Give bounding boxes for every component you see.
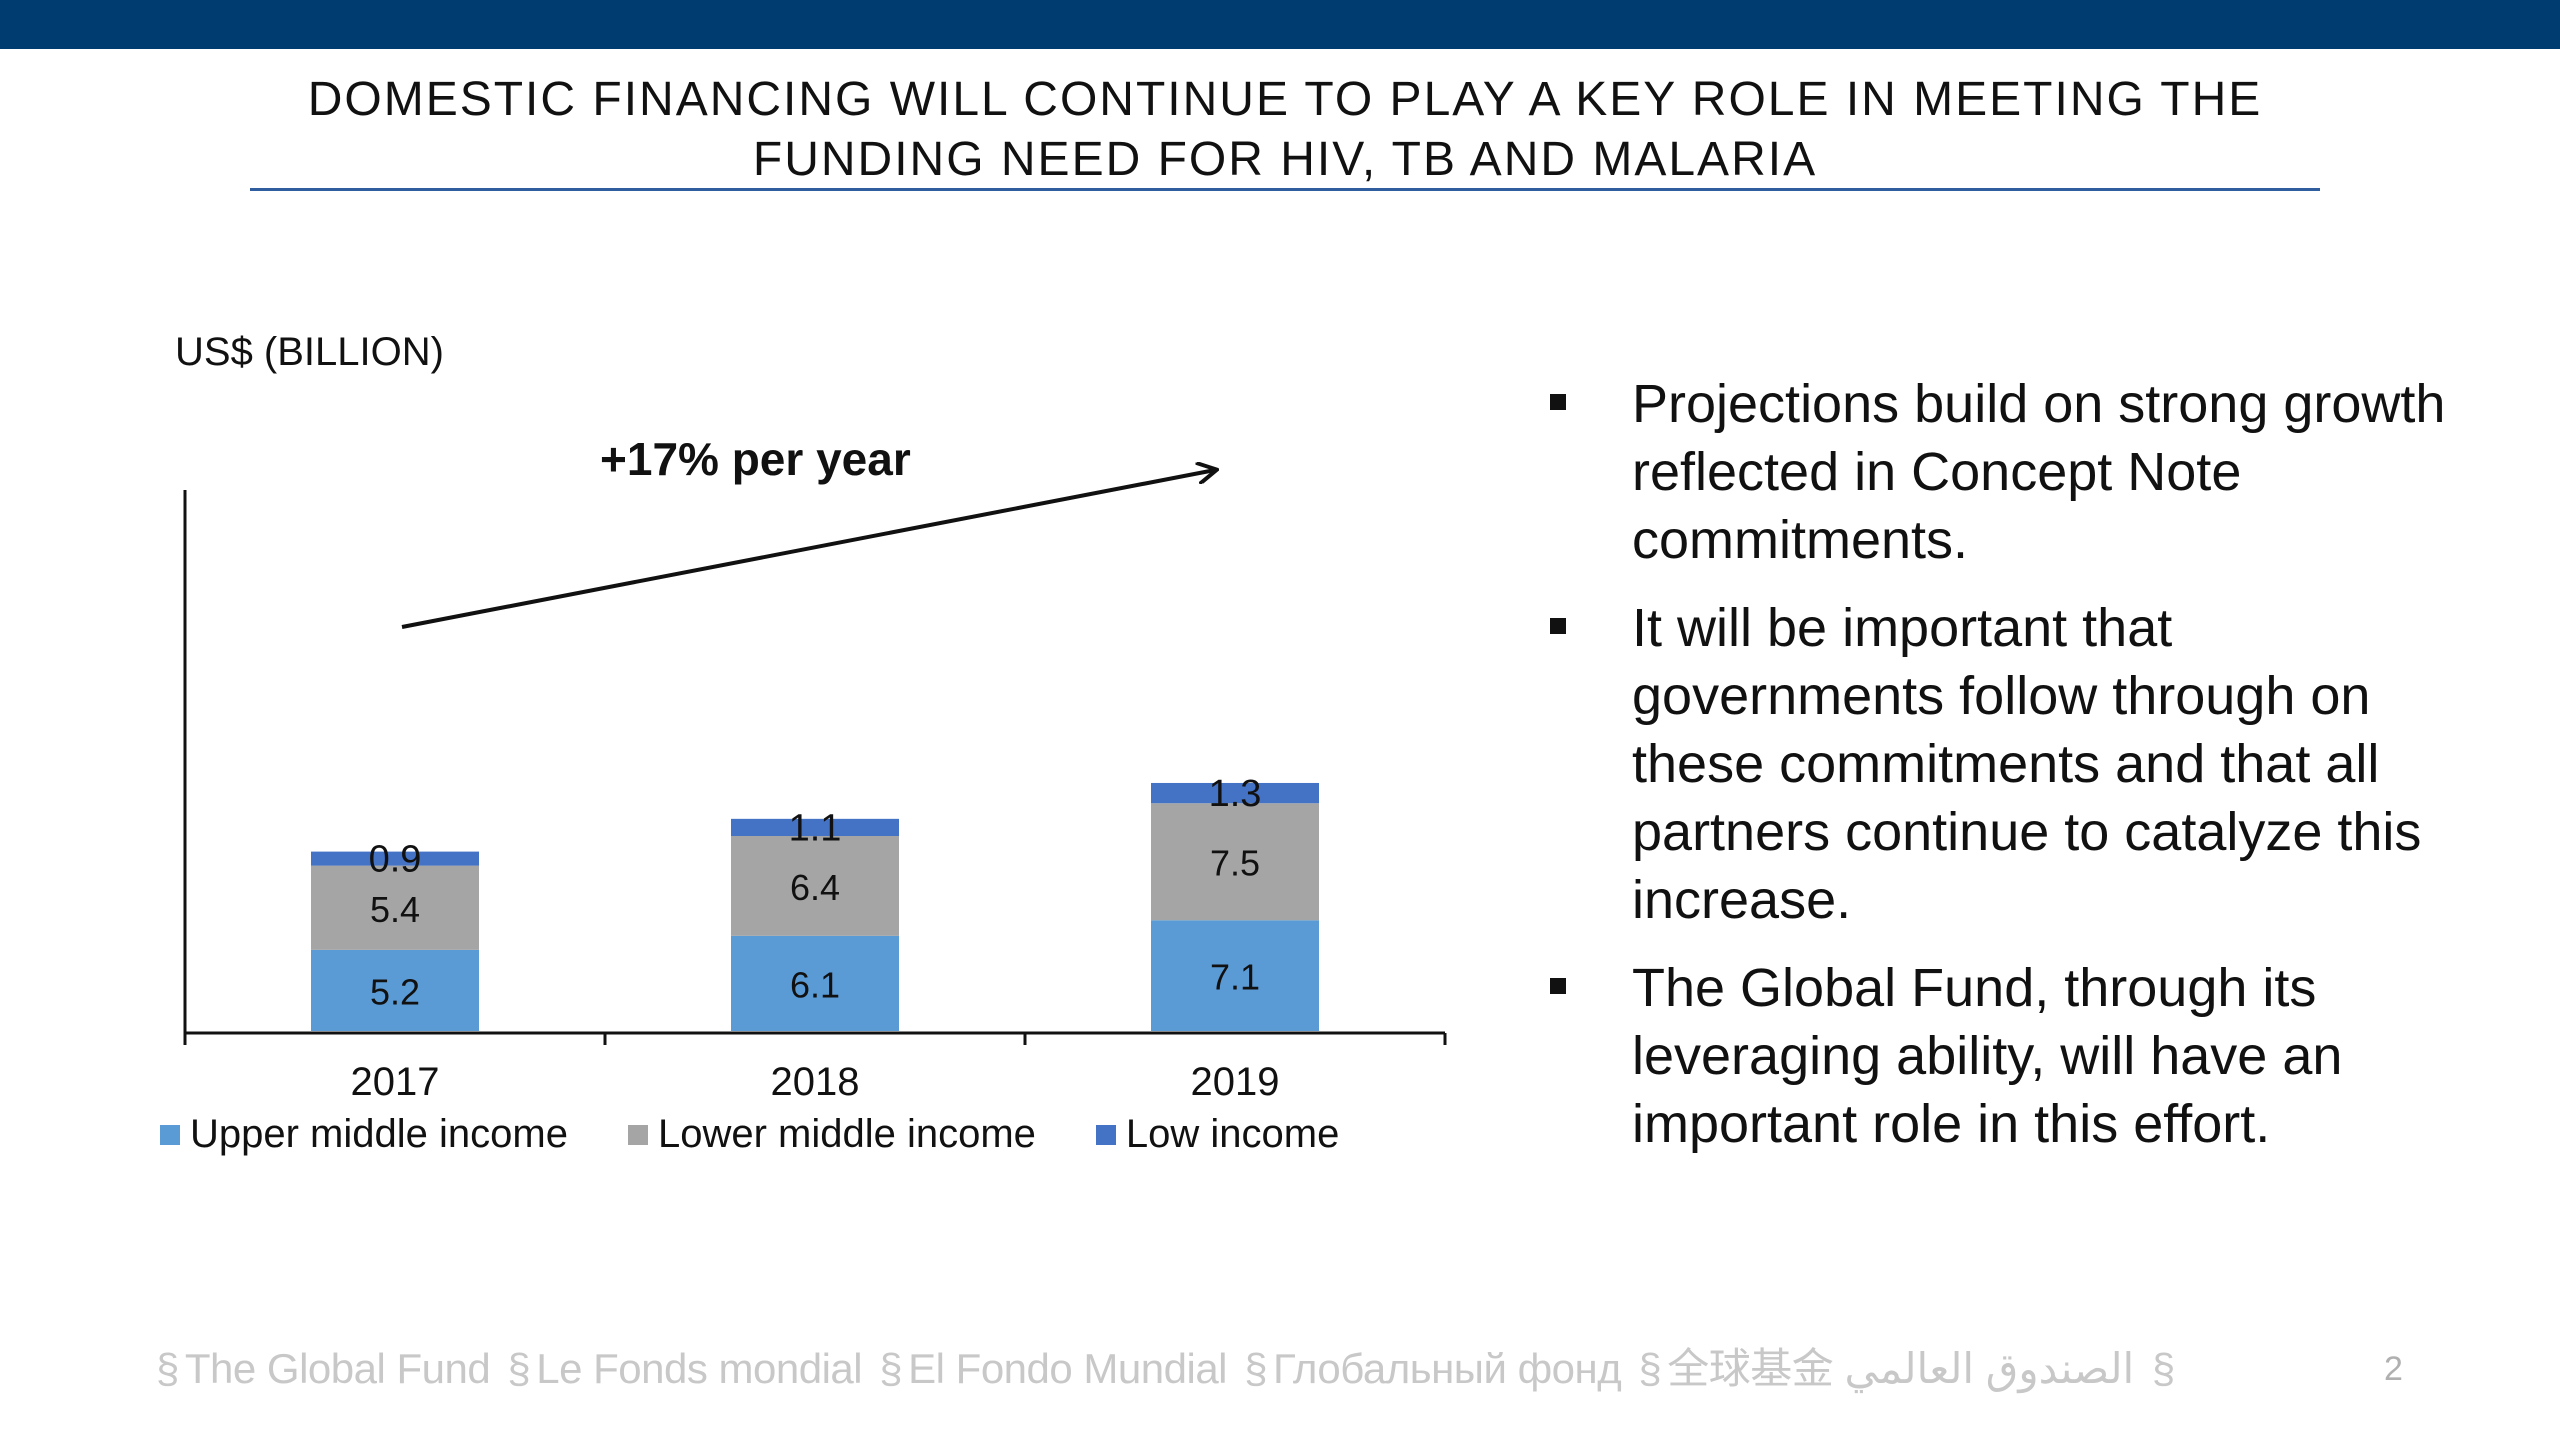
swirl-logo-icon: § — [2151, 1345, 2176, 1392]
growth-arrow — [401, 470, 1215, 629]
footer-logo-strip: § The Global Fund § Le Fonds mondial § El F… — [150, 1335, 2181, 1396]
bullet-item: The Global Fund, through its leveraging … — [1550, 954, 2450, 1158]
footer-name: 全球基金 — [1667, 1345, 1834, 1392]
bar-segment — [311, 865, 479, 950]
bullet-item: It will be important that governments fo… — [1550, 594, 2450, 934]
stacked-bar-chart: 5.2 5.4 0.9 2017 6.1 6.4 1.1 2018 7.1 7.5 1.3 2019 — [183, 0, 1447, 1104]
legend-label: Low income — [1125, 1112, 1340, 1156]
bullet-text: The Global Fund, through its leveraging … — [1632, 958, 2343, 1154]
bar-value-label: 1.3 — [1209, 773, 1262, 815]
x-tick-label: 2019 — [1191, 1060, 1280, 1104]
bar-value-label: 5.4 — [370, 889, 420, 930]
legend-swatch — [627, 1124, 648, 1145]
bullet-marker — [1550, 618, 1566, 634]
slide-title: DOMESTIC FINANCING WILL CONTINUE TO PLAY… — [307, 73, 2263, 186]
bar-segment — [731, 836, 899, 936]
bar-segment — [731, 935, 899, 1031]
footer-name: الصندوق العالمي — [1844, 1345, 2135, 1392]
bar-value-label: 6.4 — [790, 867, 840, 908]
bar-segment — [311, 949, 479, 1031]
bullet-marker — [1550, 394, 1566, 410]
bar-value-label: 7.1 — [1210, 957, 1260, 998]
footer-name: Глобальный фонд — [1273, 1345, 1622, 1392]
chart-legend: Upper middle income Lower middle income … — [160, 1112, 1339, 1157]
bar-value-label: 0.9 — [369, 839, 422, 881]
chart-unit-label: US$ (BILLION) — [175, 330, 444, 374]
footer-name: The Global Fund — [184, 1345, 491, 1392]
bar-segment — [1151, 782, 1319, 804]
bullet-list: Projections build on strong growth refle… — [1550, 370, 2450, 1178]
swirl-logo-icon: § — [1244, 1345, 1268, 1392]
bullet-marker — [1550, 978, 1566, 994]
top-bar — [0, 0, 2560, 49]
legend-label: Lower middle income — [657, 1112, 1036, 1156]
bullet-text: Projections build on strong growth refle… — [1632, 374, 2446, 570]
legend-label: Upper middle income — [190, 1112, 568, 1156]
bullet-item: Projections build on strong growth refle… — [1550, 370, 2450, 574]
x-tick-label: 2018 — [771, 1060, 860, 1104]
footer-name: El Fondo Mundial — [908, 1345, 1228, 1392]
bar-value-label: 7.5 — [1210, 843, 1260, 884]
bar-segment — [1151, 803, 1319, 921]
swirl-logo-icon: § — [156, 1345, 179, 1392]
swirl-logo-icon: § — [507, 1345, 531, 1392]
legend-item-low-income: Low income — [1095, 1112, 1340, 1157]
growth-annotation: +17% per year — [600, 433, 911, 485]
bullet-text: It will be important that governments fo… — [1632, 598, 2422, 930]
swirl-logo-icon: § — [879, 1345, 903, 1392]
legend-item-upper-middle: Upper middle income — [160, 1112, 568, 1157]
bar-value-label: 5.2 — [370, 971, 420, 1012]
bar-segment — [731, 818, 899, 836]
bar-value-label: 6.1 — [790, 964, 840, 1005]
bar-value-label: 1.1 — [789, 807, 842, 849]
footer-name: Le Fonds mondial — [536, 1345, 863, 1392]
bar-segment — [311, 851, 479, 866]
title-divider — [250, 188, 2320, 191]
legend-swatch — [1095, 1124, 1116, 1145]
x-tick-label: 2017 — [351, 1060, 440, 1104]
bar-segment — [1151, 920, 1319, 1031]
swirl-logo-icon: § — [1638, 1345, 1662, 1392]
legend-item-lower-middle: Lower middle income — [627, 1112, 1036, 1157]
page-number: 2 — [2384, 1350, 2403, 1388]
legend-swatch — [160, 1124, 180, 1145]
